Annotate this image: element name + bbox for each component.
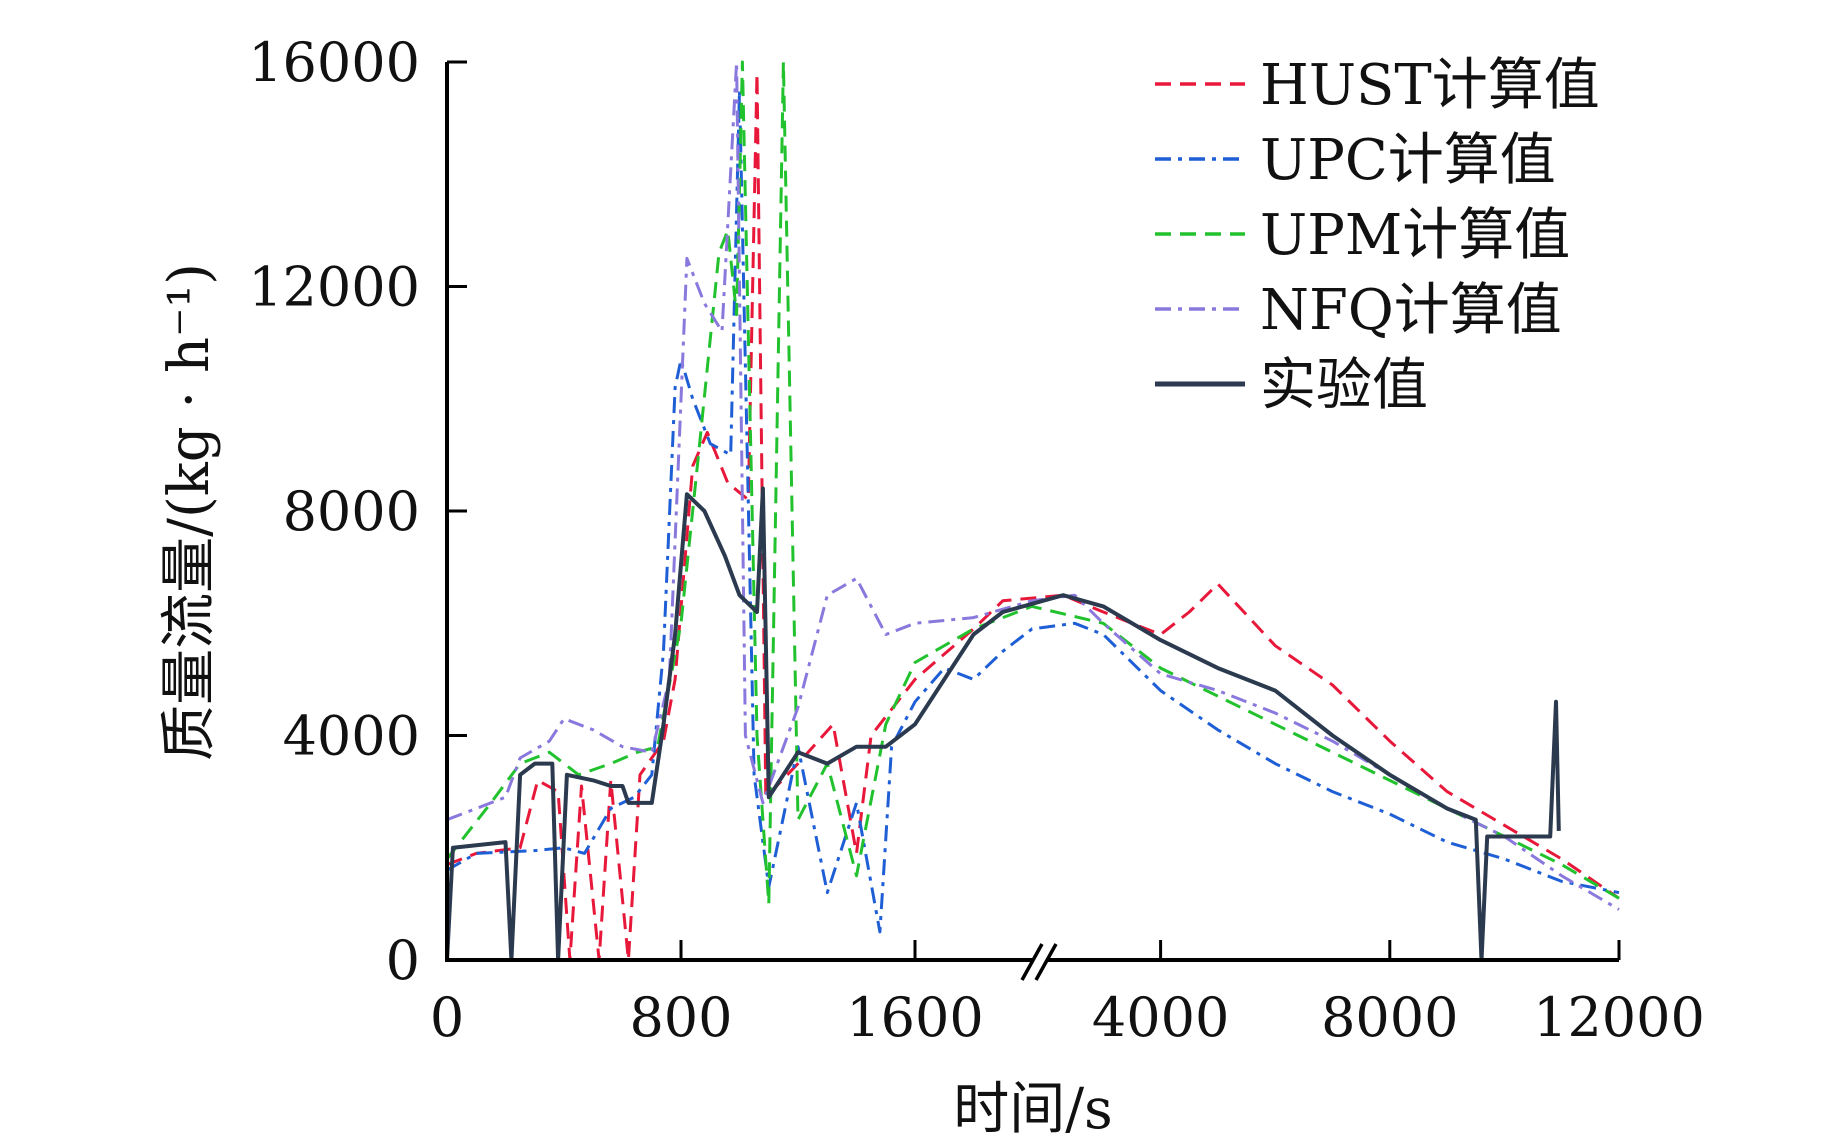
axes-layer: [445, 62, 1619, 981]
x-tick-label: 0: [430, 986, 464, 1049]
series-line-5: [445, 486, 1561, 962]
x-axis-title: 时间/s: [953, 1077, 1113, 1134]
series-layer: [445, 60, 1620, 962]
y-axis-title: 质量流量/(kg · h⁻¹): [157, 263, 222, 761]
legend-label: UPM计算值: [1260, 203, 1570, 268]
series-line-3: [445, 60, 1620, 906]
series-line-1: [446, 71, 1620, 962]
y-tick-label: 0: [386, 929, 420, 992]
x-tick-label: 12000: [1533, 986, 1705, 1049]
series-line-2: [446, 88, 1620, 934]
axis-break-mark: [1020, 943, 1058, 981]
y-tick-label: 12000: [248, 256, 420, 319]
y-tick-label: 4000: [283, 705, 420, 768]
x-tick-label: 800: [629, 986, 732, 1049]
x-tick-label: 8000: [1321, 986, 1458, 1049]
x-tick-label: 4000: [1092, 986, 1229, 1049]
ticks-layer: 0 800 1600 4000 8000 12000 0 4000 8000 12000 16000: [248, 31, 1705, 1049]
series-line-4: [446, 60, 1620, 911]
legend-label: HUST计算值: [1260, 53, 1600, 118]
y-tick-label: 8000: [283, 480, 420, 543]
legend-label: 实验值: [1260, 353, 1428, 418]
y-tick-label: 16000: [248, 31, 420, 94]
legend-label: NFQ计算值: [1260, 278, 1562, 343]
x-tick-label: 1600: [846, 986, 983, 1049]
legend-label: UPC计算值: [1260, 128, 1556, 193]
